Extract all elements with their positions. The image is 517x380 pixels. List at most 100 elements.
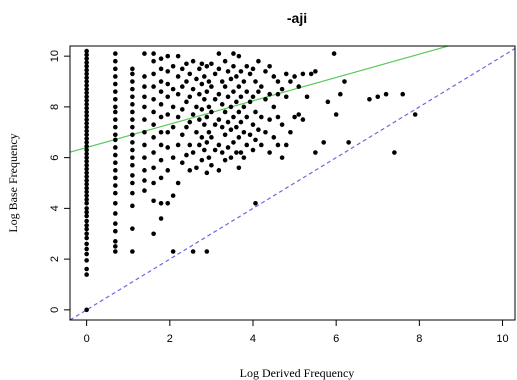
identity-line [70, 48, 515, 320]
data-point [331, 51, 337, 56]
data-point [300, 71, 306, 77]
data-point [212, 96, 218, 102]
data-point [130, 132, 135, 138]
data-point [187, 168, 193, 173]
data-point [158, 102, 164, 107]
data-point [113, 228, 118, 234]
data-point [84, 258, 89, 263]
data-point [84, 143, 89, 149]
data-point [412, 112, 418, 117]
data-point [113, 160, 118, 166]
data-point [219, 150, 225, 155]
data-point [84, 140, 89, 145]
data-point [84, 251, 89, 257]
data-point [151, 58, 156, 64]
data-point [225, 119, 231, 125]
data-point [142, 188, 147, 193]
data-point [206, 129, 212, 135]
data-point [253, 109, 258, 115]
data-point [130, 102, 135, 107]
data-point [199, 157, 205, 163]
data-point [275, 91, 281, 97]
data-point [84, 206, 89, 211]
data-point [279, 155, 285, 160]
data-point [199, 107, 205, 112]
data-point [113, 200, 118, 206]
data-point [383, 91, 389, 97]
data-point [175, 91, 181, 97]
data-point [212, 122, 218, 127]
data-point [113, 145, 118, 150]
data-point [151, 165, 156, 171]
data-point [84, 272, 89, 277]
data-point [170, 249, 176, 254]
data-point [202, 122, 207, 127]
data-point [158, 157, 164, 163]
data-point [194, 165, 199, 171]
data-point [204, 249, 210, 254]
data-point [84, 136, 89, 141]
data-point [84, 132, 89, 138]
data-point [165, 94, 171, 100]
data-point [209, 162, 214, 168]
data-point [113, 109, 118, 115]
data-point [84, 231, 89, 237]
data-point [204, 140, 210, 145]
y-tick-label: 2 [49, 256, 61, 262]
data-point [202, 96, 207, 102]
data-point [190, 86, 196, 92]
data-point [113, 117, 118, 122]
data-point [283, 142, 289, 148]
lines-layer [70, 46, 515, 320]
data-point [271, 135, 277, 140]
data-point [321, 140, 326, 145]
data-point [151, 51, 156, 56]
data-point [130, 226, 135, 231]
data-point [288, 129, 293, 135]
data-point [338, 91, 343, 97]
data-point [216, 51, 222, 56]
data-point [202, 74, 207, 79]
data-point [225, 94, 231, 100]
data-point [241, 104, 247, 110]
data-point [158, 216, 164, 221]
data-point [190, 112, 196, 117]
data-point [271, 104, 277, 110]
data-point [151, 84, 156, 89]
y-tick-label: 4 [49, 205, 61, 211]
data-point [84, 52, 89, 58]
data-point [130, 147, 135, 153]
data-point [184, 152, 189, 158]
data-point [170, 104, 176, 110]
data-point [113, 89, 118, 94]
data-point [113, 104, 118, 110]
data-point [165, 145, 171, 150]
data-point [279, 86, 285, 92]
data-point [231, 114, 236, 120]
data-point [151, 150, 156, 155]
data-point [165, 129, 171, 135]
data-point [194, 129, 199, 135]
data-point [130, 162, 135, 168]
data-point [263, 129, 268, 135]
y-axis-label: Log Base Frequency [6, 133, 20, 232]
data-point [234, 99, 239, 105]
data-point [238, 119, 244, 125]
y-tick-label: 6 [49, 155, 61, 161]
data-point [253, 137, 258, 143]
y-tick-label: 0 [49, 307, 61, 313]
data-point [234, 124, 239, 130]
data-point [84, 170, 89, 176]
data-point [179, 84, 185, 89]
data-point [194, 104, 199, 110]
data-point [206, 155, 212, 160]
data-point [130, 86, 135, 92]
data-point [179, 132, 185, 138]
data-point [392, 150, 397, 155]
data-point [158, 142, 164, 148]
data-point [84, 56, 89, 61]
data-point [130, 173, 135, 178]
data-point [175, 142, 181, 148]
data-point [241, 79, 247, 84]
